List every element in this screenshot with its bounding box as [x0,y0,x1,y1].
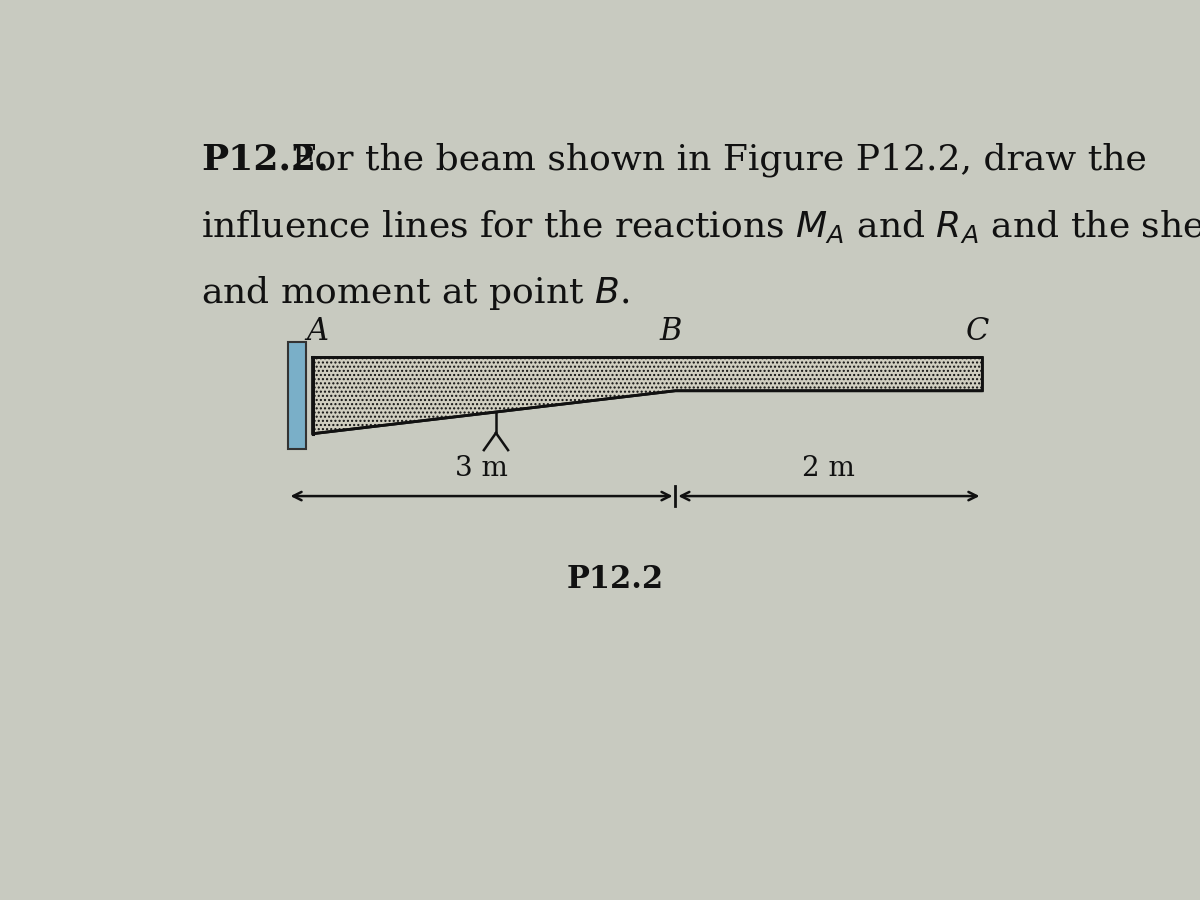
Text: For the beam shown in Figure P12.2, draw the: For the beam shown in Figure P12.2, draw… [281,142,1147,177]
Text: P12.2: P12.2 [566,563,664,595]
Text: C: C [966,316,989,347]
Polygon shape [313,357,983,434]
Text: influence lines for the reactions $M_A$ and $R_A$ and the shear: influence lines for the reactions $M_A$ … [202,209,1200,246]
Bar [288,342,306,449]
Text: 3 m: 3 m [455,455,508,482]
Text: 2 m: 2 m [803,455,856,482]
Text: and moment at point $B$.: and moment at point $B$. [202,274,630,312]
Text: B: B [660,316,682,347]
Text: A: A [306,316,329,347]
Text: P12.2.: P12.2. [202,142,329,176]
